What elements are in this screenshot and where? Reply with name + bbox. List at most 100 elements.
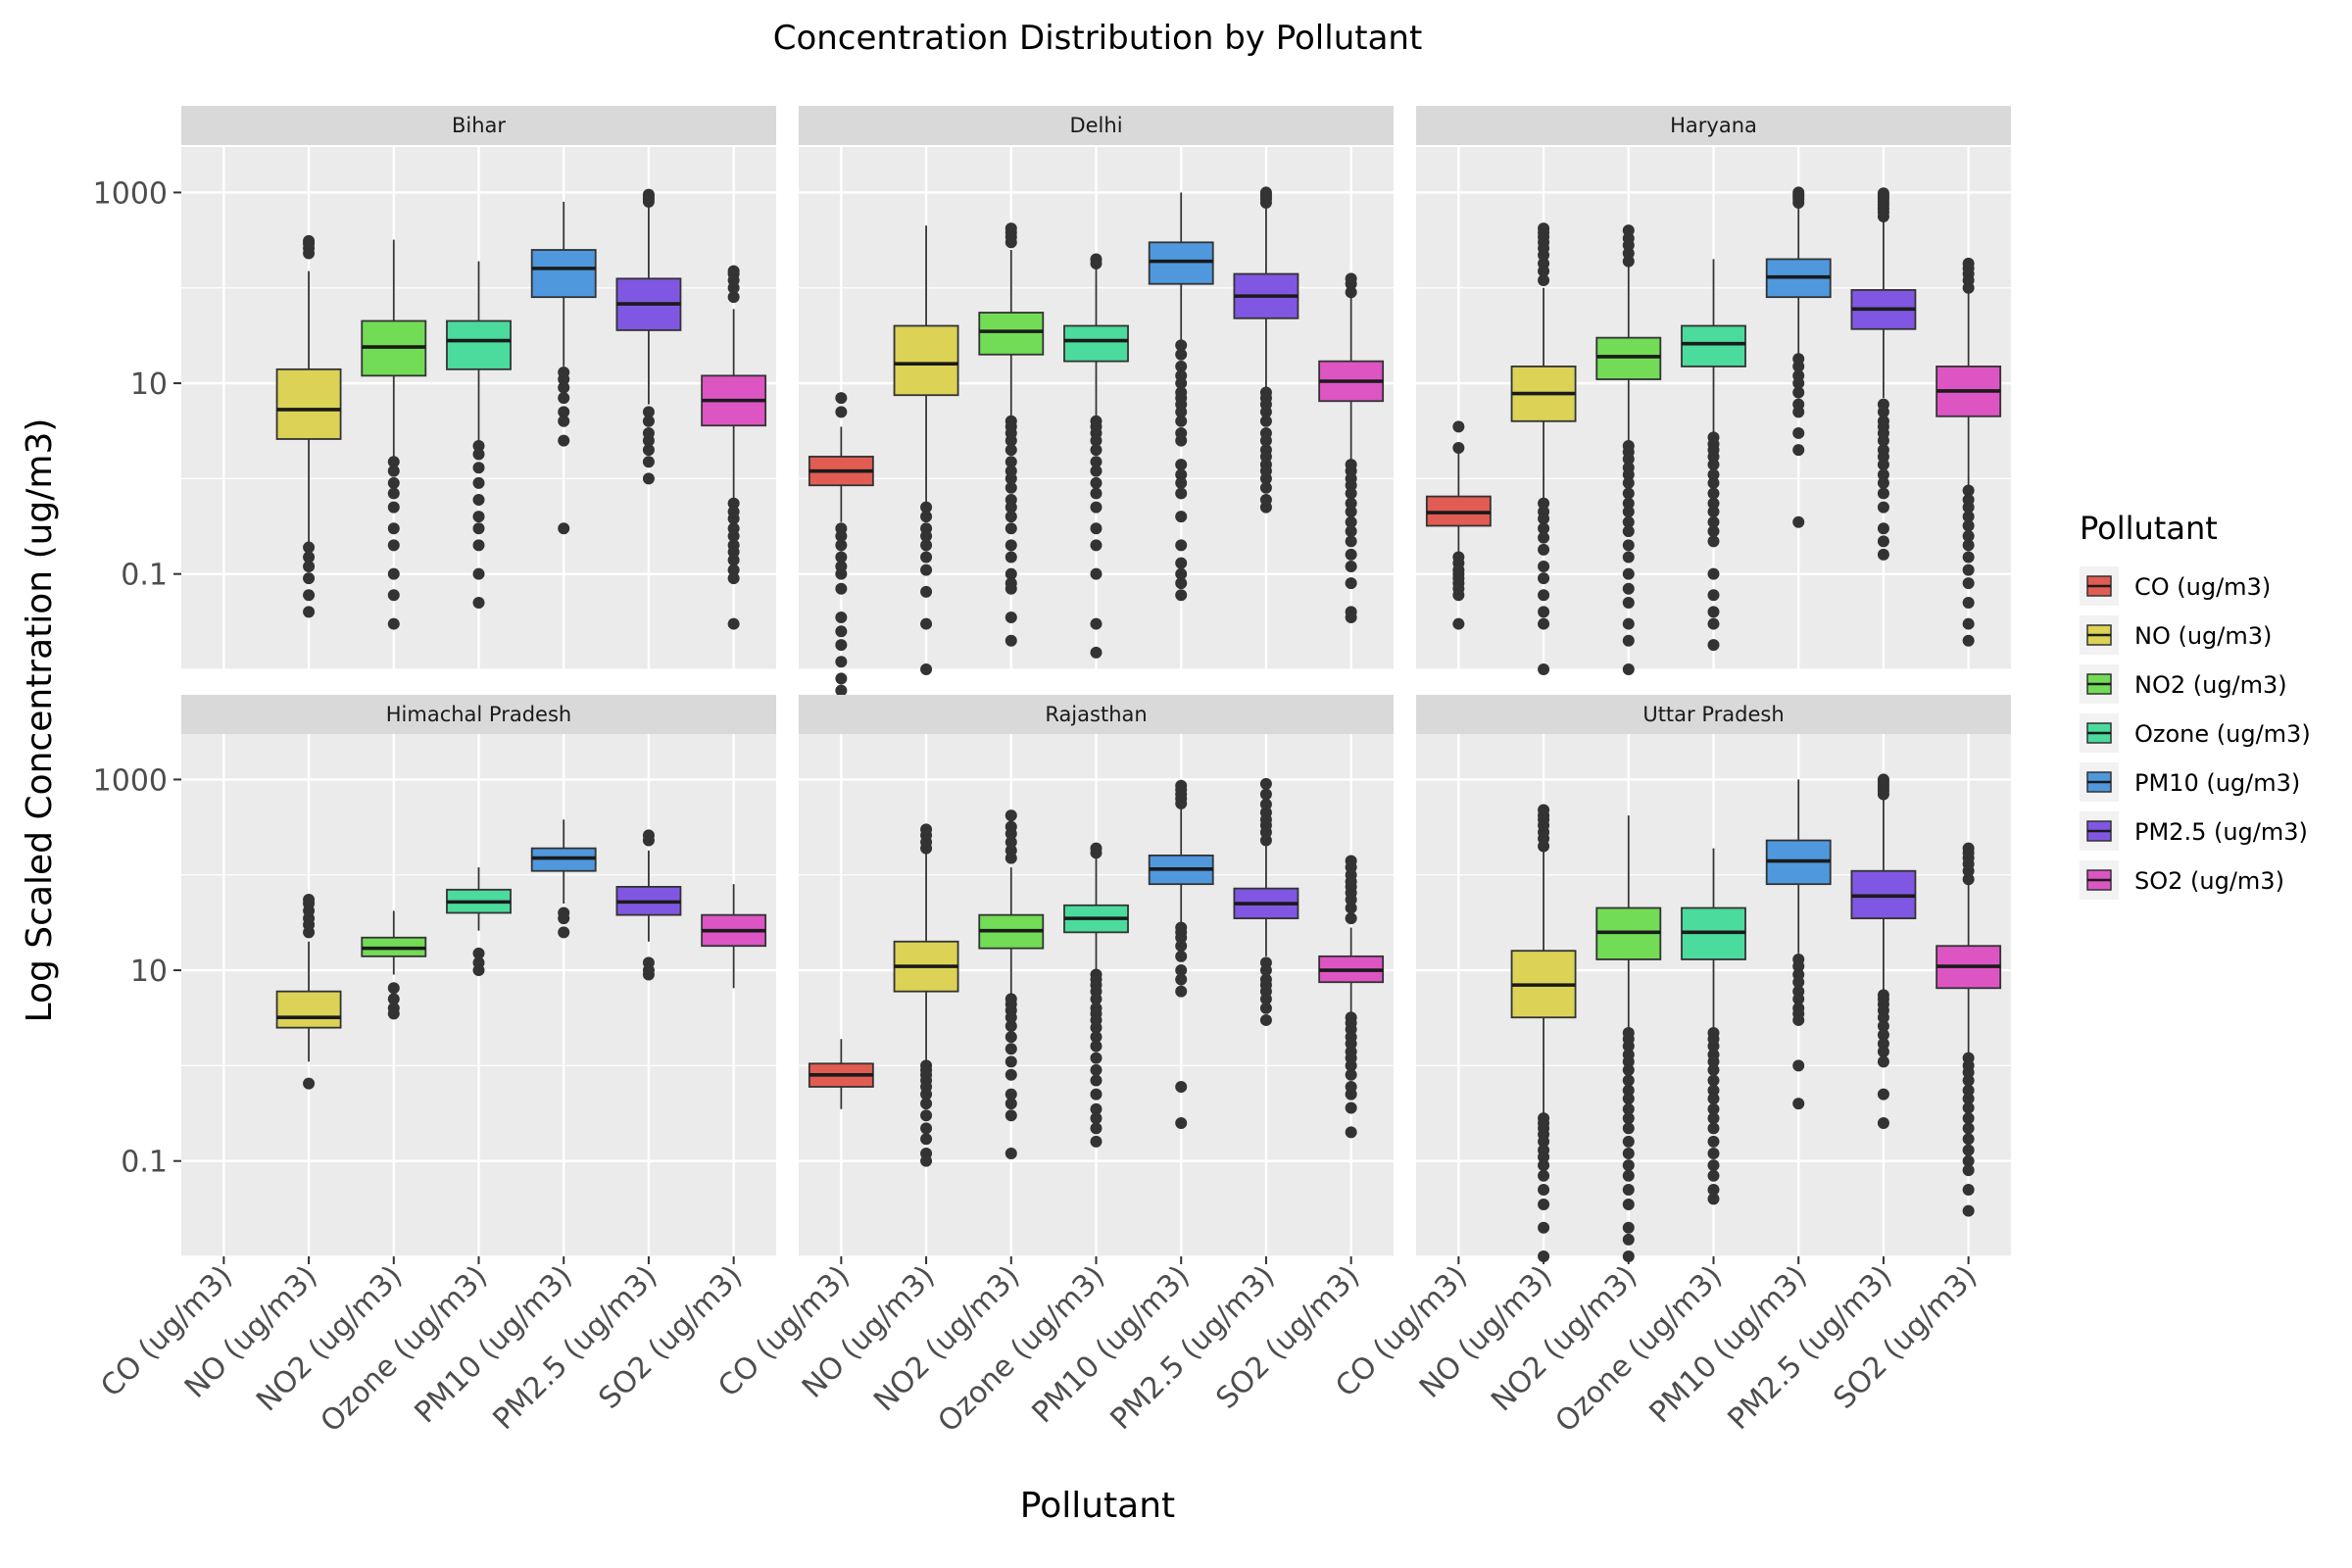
- outlier-point: [1962, 1093, 1975, 1105]
- outlier-point: [1877, 535, 1889, 548]
- outlier-point: [1259, 964, 1272, 977]
- outlier-point: [1004, 472, 1017, 485]
- outlier-point: [1622, 1074, 1635, 1087]
- outlier-point: [1090, 1112, 1102, 1125]
- outlier-point: [1962, 634, 1975, 647]
- outlier-point: [1707, 476, 1720, 489]
- outlier-point: [1259, 472, 1272, 485]
- outlier-point: [1090, 1021, 1102, 1034]
- outlier-point: [1345, 497, 1357, 510]
- outlier-point: [1175, 985, 1188, 998]
- outlier-point: [727, 617, 740, 630]
- outlier-point: [727, 529, 740, 542]
- outlier-point: [1175, 459, 1188, 471]
- box-body: [893, 324, 959, 397]
- outlier-point: [1792, 386, 1805, 399]
- outlier-point: [1538, 531, 1550, 544]
- outlier-point: [835, 582, 848, 595]
- outlier-point: [1345, 912, 1357, 925]
- outlier-point: [1622, 453, 1635, 466]
- outlier-point: [303, 560, 316, 572]
- outlier-point: [1707, 515, 1720, 528]
- outlier-point: [387, 539, 400, 552]
- outlier-point: [1962, 1164, 1975, 1177]
- outlier-point: [1004, 444, 1017, 457]
- box-rajasthan-pm2-5-ug-m3: [1233, 777, 1299, 1026]
- outlier-point: [1707, 1063, 1720, 1076]
- outlier-point: [1962, 1102, 1975, 1114]
- outlier-point: [1707, 525, 1720, 538]
- outlier-point: [835, 567, 848, 580]
- outlier-point: [1090, 1102, 1102, 1115]
- box-body: [978, 312, 1045, 356]
- outlier-point: [1452, 420, 1465, 433]
- outlier-point: [1538, 1151, 1550, 1163]
- outlier-point: [303, 589, 316, 602]
- outlier-point: [1259, 450, 1272, 463]
- outlier-point: [558, 392, 570, 405]
- outlier-point: [1792, 1098, 1805, 1110]
- facet-strip-uttar-pradesh: [1416, 695, 2011, 734]
- outlier-point: [1622, 497, 1635, 510]
- outlier-point: [1538, 543, 1550, 556]
- box-himachal-pradesh-no-ug-m3: [275, 894, 342, 1090]
- outlier-point: [472, 462, 485, 474]
- outlier-point: [1877, 1019, 1889, 1032]
- outlier-point: [920, 1154, 933, 1167]
- box-himachal-pradesh-so2-ug-m3: [701, 884, 767, 989]
- outlier-point: [727, 497, 740, 510]
- outlier-point: [558, 522, 570, 535]
- outlier-point: [1707, 1074, 1720, 1087]
- outlier-point: [1175, 1080, 1188, 1093]
- y-tick-label: 1000: [93, 176, 168, 211]
- outlier-point: [1707, 1084, 1720, 1097]
- outlier-point: [472, 440, 485, 453]
- outlier-point: [1707, 606, 1720, 618]
- outlier-point: [1962, 529, 1975, 542]
- outlier-point: [1345, 1126, 1357, 1139]
- box-body: [1148, 241, 1214, 285]
- outlier-point: [1345, 515, 1357, 528]
- box-bihar-so2-ug-m3: [701, 265, 767, 630]
- outlier-point: [1538, 257, 1550, 270]
- outlier-point: [1004, 1011, 1017, 1024]
- outlier-point: [1090, 1040, 1102, 1053]
- box-delhi-so2-ug-m3: [1318, 272, 1385, 624]
- outlier-point: [1707, 1122, 1720, 1135]
- outlier-point: [1877, 434, 1889, 447]
- outlier-point: [1962, 1204, 1975, 1217]
- outlier-point: [387, 456, 400, 468]
- outlier-point: [1538, 1221, 1550, 1234]
- legend: Pollutant CO (ug/m3) NO (ug/m3) NO2 (ug/m3…: [2080, 510, 2311, 900]
- outlier-point: [642, 472, 655, 485]
- outlier-point: [1622, 1102, 1635, 1115]
- panel-bihar: Bihar 0.1 10 1000: [93, 106, 776, 670]
- outlier-point: [920, 585, 933, 598]
- outlier-point: [303, 1077, 316, 1090]
- outlier-point: [1004, 820, 1017, 833]
- outlier-point: [1175, 964, 1188, 977]
- outlier-point: [1259, 993, 1272, 1005]
- outlier-point: [1622, 487, 1635, 500]
- outlier-point: [1345, 577, 1357, 590]
- outlier-point: [1622, 1159, 1635, 1172]
- outlier-point: [1004, 522, 1017, 535]
- outlier-point: [1962, 484, 1975, 497]
- outlier-point: [1622, 1183, 1635, 1196]
- outlier-point: [1707, 567, 1720, 580]
- outlier-point: [835, 672, 848, 685]
- outlier-point: [1877, 406, 1889, 418]
- outlier-point: [558, 381, 570, 394]
- outlier-point: [920, 823, 933, 836]
- outlier-point: [920, 551, 933, 564]
- outlier-point: [1707, 1183, 1720, 1196]
- outlier-point: [1622, 515, 1635, 528]
- panel-delhi: Delhi: [799, 106, 1394, 743]
- outlier-point: [1877, 187, 1889, 200]
- outlier-point: [1259, 807, 1272, 819]
- facet-strip-himachal-pradesh: [181, 695, 776, 734]
- outlier-point: [1877, 1088, 1889, 1101]
- box-delhi-pm10-ug-m3: [1148, 192, 1214, 602]
- facet-label-rajasthan: Rajasthan: [1045, 703, 1147, 726]
- outlier-point: [1962, 1133, 1975, 1146]
